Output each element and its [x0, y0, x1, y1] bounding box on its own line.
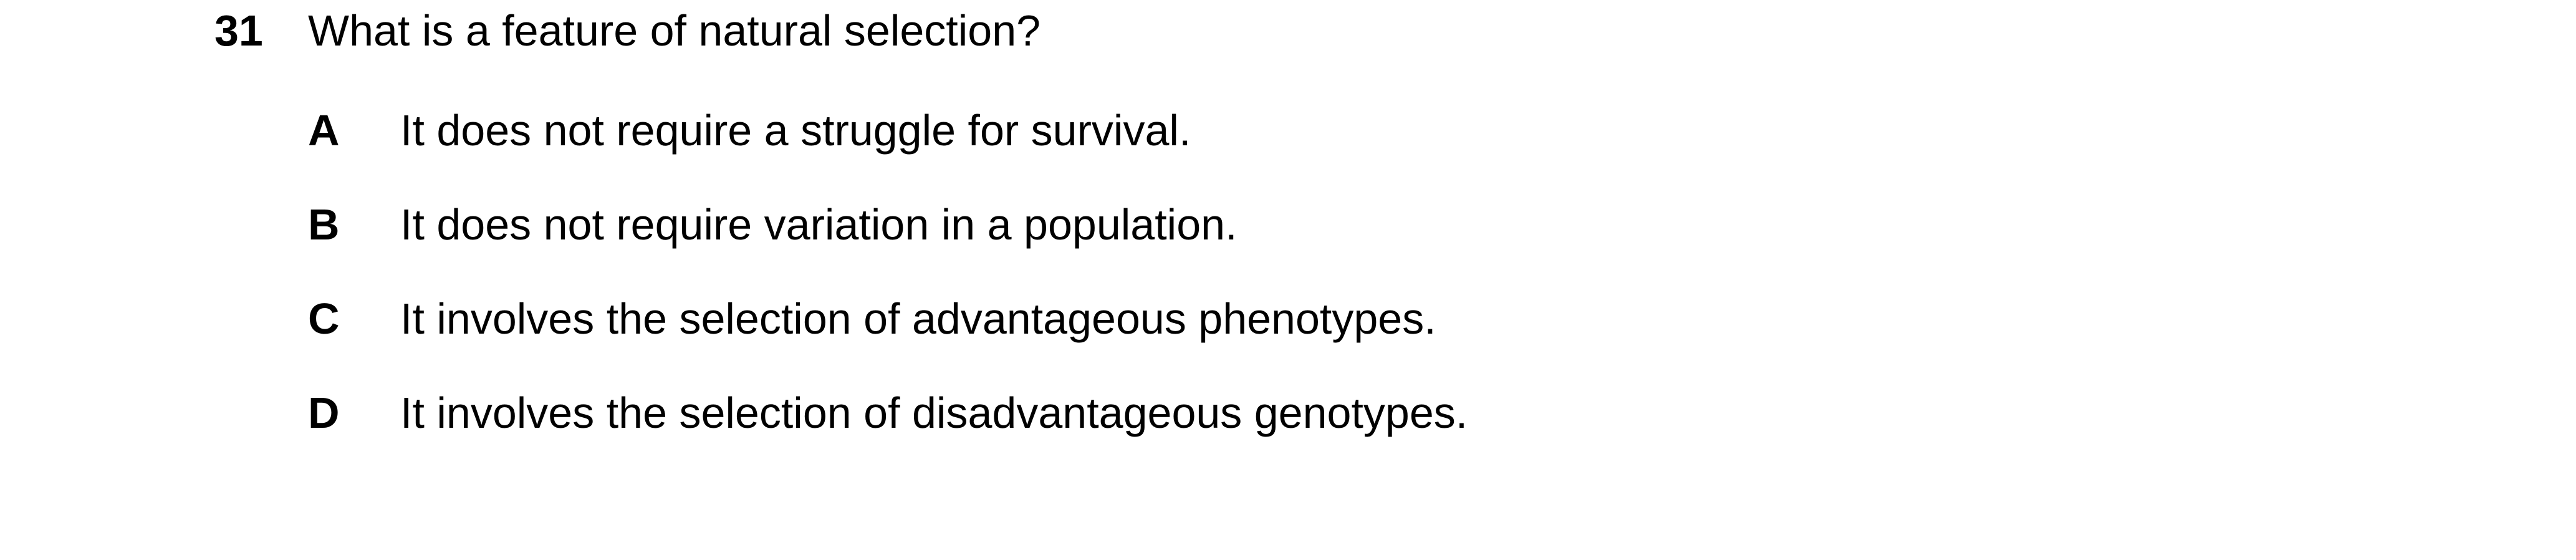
option-letter: C: [308, 294, 340, 343]
question-text: What is a feature of natural selection?: [308, 6, 1041, 55]
option-text: It does not require variation in a popul…: [400, 200, 1238, 249]
question-number: 31: [214, 6, 263, 55]
option-letter: A: [308, 106, 340, 155]
option-b: B It does not require variation in a pop…: [0, 196, 2576, 253]
option-letter: D: [308, 389, 340, 437]
option-text: It does not require a struggle for survi…: [400, 106, 1191, 155]
option-letter: B: [308, 200, 340, 249]
option-c: C It involves the selection of advantage…: [0, 291, 2576, 347]
option-text: It involves the selection of disadvantag…: [400, 389, 1468, 437]
option-a: A It does not require a struggle for sur…: [0, 102, 2576, 158]
option-d: D It involves the selection of disadvant…: [0, 385, 2576, 441]
option-text: It involves the selection of advantageou…: [400, 294, 1436, 343]
